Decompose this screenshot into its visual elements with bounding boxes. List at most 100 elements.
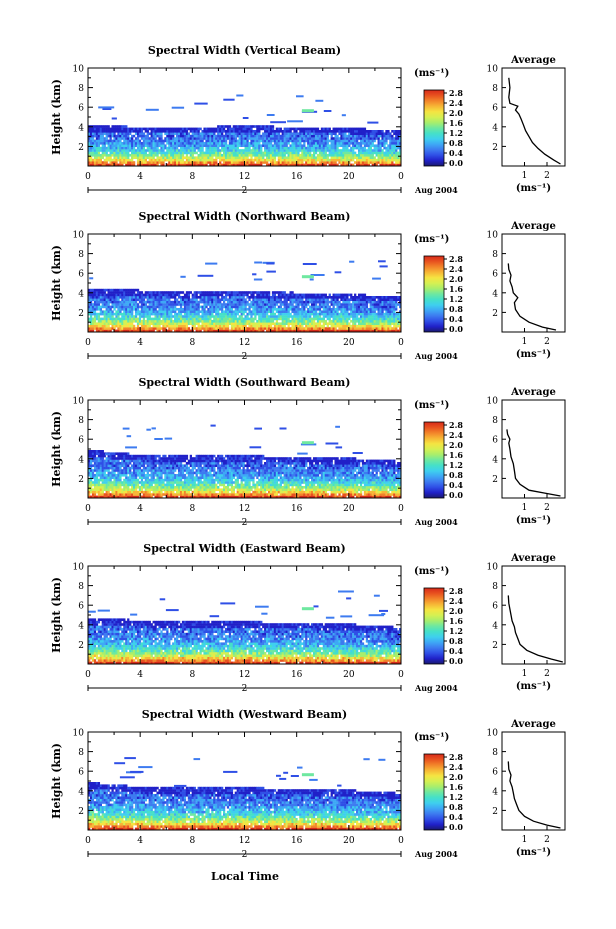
average-profile-line <box>506 429 561 497</box>
avg-x-tick-label: 1 <box>522 503 528 513</box>
average-title: Average <box>510 221 556 232</box>
avg-x-tick-label: 2 <box>544 835 550 845</box>
avg-y-tick-label: 8 <box>492 84 498 94</box>
panel-3: Spectral Width (Southward Beam)246810Hei… <box>50 376 566 528</box>
y-axis-label: Height (km) <box>50 245 63 321</box>
x-tick-label: 12 <box>239 670 250 680</box>
x-tick-label: 20 <box>343 172 355 182</box>
colorbar-unit: (ms⁻¹) <box>414 732 449 743</box>
average-title: Average <box>510 387 556 398</box>
x-tick-label: 4 <box>137 172 143 182</box>
x-tick-label: 0 <box>398 504 404 514</box>
colorbar-label: 0.0 <box>449 822 463 832</box>
avg-y-tick-label: 4 <box>492 289 498 299</box>
colorbar-label: 1.2 <box>449 626 463 636</box>
y-tick-label: 6 <box>78 104 84 114</box>
y-tick-label: 4 <box>78 123 84 133</box>
average-frame <box>501 731 566 831</box>
y-tick-label: 10 <box>73 397 85 407</box>
y-axis-label: Height (km) <box>50 577 63 653</box>
colorbar-label: 1.2 <box>449 294 463 304</box>
date-label: Aug 2004 <box>414 185 458 195</box>
x-tick-label: 0 <box>85 338 91 348</box>
y-tick-label: 2 <box>78 143 84 153</box>
date-label: Aug 2004 <box>414 683 458 693</box>
colorbar-label: 2.8 <box>449 88 463 98</box>
avg-y-tick-label: 4 <box>492 455 498 465</box>
x-tick-label: 16 <box>291 172 303 182</box>
x-tick-label: 12 <box>239 338 250 348</box>
date-label: Aug 2004 <box>414 351 458 361</box>
colorbar-label: 0.4 <box>449 480 463 490</box>
y-axis-label: Height (km) <box>50 79 63 155</box>
colorbar-label: 0.0 <box>449 490 463 500</box>
x-axis-label: Local Time <box>211 870 279 883</box>
average-profile-line <box>507 595 563 663</box>
heatmap <box>88 94 402 167</box>
x-tick-label: 16 <box>291 338 303 348</box>
x-tick-label: 0 <box>85 670 91 680</box>
avg-y-tick-label: 8 <box>492 748 498 758</box>
average-x-label: (ms⁻¹) <box>516 349 551 360</box>
x-tick-label: 4 <box>137 504 143 514</box>
average-x-label: (ms⁻¹) <box>516 681 551 692</box>
heatmap <box>88 590 402 665</box>
panel-4: Spectral Width (Eastward Beam)246810Heig… <box>50 542 566 694</box>
avg-y-tick-label: 10 <box>487 397 499 407</box>
y-tick-label: 8 <box>78 416 84 426</box>
average-x-label: (ms⁻¹) <box>516 515 551 526</box>
panel-1: Spectral Width (Vertical Beam)246810Heig… <box>50 44 566 196</box>
colorbar-label: 0.0 <box>449 324 463 334</box>
colorbar-label: 2.0 <box>449 108 463 118</box>
avg-y-tick-label: 6 <box>492 436 498 446</box>
colorbar-label: 1.6 <box>449 118 463 128</box>
heatmap <box>88 260 402 333</box>
colorbar <box>423 753 445 831</box>
x-tick-label: 20 <box>343 504 355 514</box>
avg-y-tick-label: 2 <box>492 641 498 651</box>
colorbar-label: 2.0 <box>449 606 463 616</box>
x-tick-label: 8 <box>189 836 195 846</box>
x-tick-label: 20 <box>343 338 355 348</box>
heatmap <box>88 757 402 831</box>
x-tick-label: 4 <box>137 670 143 680</box>
avg-y-tick-label: 8 <box>492 416 498 426</box>
avg-x-tick-label: 1 <box>522 835 528 845</box>
x-tick-label: 4 <box>137 338 143 348</box>
average-x-label: (ms⁻¹) <box>516 847 551 858</box>
y-tick-label: 2 <box>78 309 84 319</box>
x-tick-label: 12 <box>239 836 250 846</box>
y-tick-label: 8 <box>78 582 84 592</box>
avg-y-tick-label: 10 <box>487 563 499 573</box>
colorbar-label: 0.8 <box>449 304 463 314</box>
x-tick-label: 0 <box>85 172 91 182</box>
colorbar-unit: (ms⁻¹) <box>414 400 449 411</box>
colorbar-label: 2.0 <box>449 772 463 782</box>
y-tick-label: 8 <box>78 84 84 94</box>
colorbar-label: 2.4 <box>449 264 463 274</box>
colorbar-unit: (ms⁻¹) <box>414 234 449 245</box>
day-label: 2 <box>242 186 248 196</box>
average-profile-line <box>507 263 557 331</box>
colorbar-label: 2.4 <box>449 596 463 606</box>
colorbar-unit: (ms⁻¹) <box>414 68 449 79</box>
average-title: Average <box>510 719 556 730</box>
avg-x-tick-label: 1 <box>522 669 528 679</box>
panel-title: Spectral Width (Westward Beam) <box>142 708 347 721</box>
colorbar-label: 2.4 <box>449 762 463 772</box>
avg-y-tick-label: 6 <box>492 104 498 114</box>
avg-y-tick-label: 6 <box>492 602 498 612</box>
x-tick-label: 16 <box>291 670 303 680</box>
x-tick-label: 12 <box>239 504 250 514</box>
colorbar-label: 2.8 <box>449 586 463 596</box>
colorbar-label: 1.6 <box>449 782 463 792</box>
x-tick-label: 8 <box>189 172 195 182</box>
avg-y-tick-label: 4 <box>492 787 498 797</box>
colorbar-label: 2.4 <box>449 430 463 440</box>
colorbar-label: 1.2 <box>449 792 463 802</box>
colorbar-label: 2.8 <box>449 420 463 430</box>
